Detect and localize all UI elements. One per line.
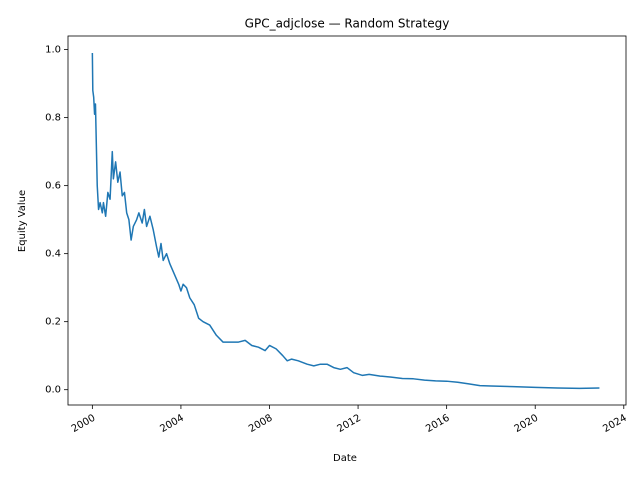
y-tick-label: 0.0 (45, 385, 61, 396)
y-tick-label: 1.0 (45, 45, 61, 56)
data-line (91, 52, 600, 390)
y-tick-label: 0.2 (45, 317, 61, 328)
y-tick-label: 0.8 (45, 113, 61, 124)
axes-frame (67, 35, 627, 406)
y-tick-label: 0.4 (45, 249, 61, 260)
y-axis-label: Equity Value (17, 190, 28, 252)
chart-title: GPC_adjclose — Random Strategy (245, 17, 450, 31)
y-tick-label: 0.6 (45, 181, 61, 192)
x-axis-label: Date (333, 453, 357, 464)
